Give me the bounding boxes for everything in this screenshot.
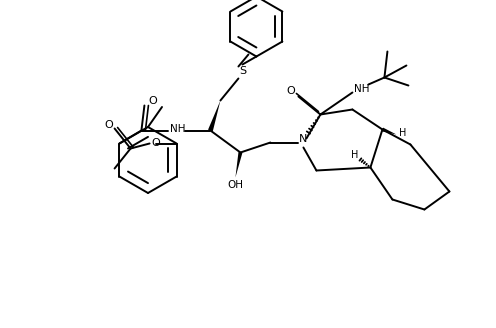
Text: H: H [399,129,406,138]
Text: N: N [299,134,308,145]
Text: O: O [104,119,113,130]
Text: O: O [148,95,157,106]
Text: H: H [351,151,358,160]
Polygon shape [382,128,396,134]
Polygon shape [236,152,243,177]
Text: NH: NH [170,124,185,133]
Text: O: O [151,138,160,149]
Text: NH: NH [354,85,369,94]
Polygon shape [208,100,220,131]
Text: O: O [286,86,295,95]
Text: OH: OH [228,180,244,191]
Text: S: S [239,67,246,76]
